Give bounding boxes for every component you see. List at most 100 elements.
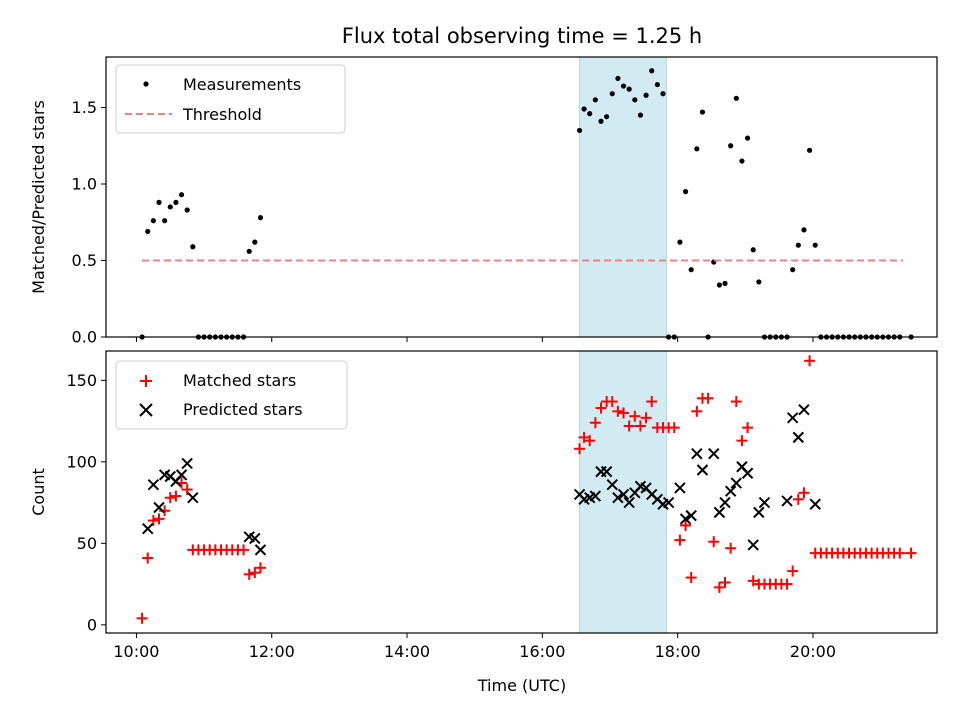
matched-stars-point [668, 422, 680, 434]
predicted-stars-point [600, 465, 613, 478]
measurements-point [739, 158, 745, 164]
measurements-point [750, 247, 756, 253]
measurements-point [178, 192, 185, 198]
x-tick-label: 16:00 [519, 642, 565, 661]
predicted-stars-point [708, 447, 720, 460]
predicted-stars-point [730, 477, 743, 489]
matched-stars-point [147, 515, 159, 527]
predicted-stars-point [696, 464, 709, 476]
matched-stars-point [736, 435, 748, 447]
predicted-stars-point [612, 491, 624, 504]
chart-title: Flux total observing time = 1.25 h [342, 24, 702, 48]
measurements-point [246, 248, 252, 254]
ratio-panel: 0.0 0.5 1.0 1.5 Matched/Predicted stars Mea… [29, 56, 938, 347]
matched-stars-point [153, 513, 165, 525]
measurements-point [801, 227, 807, 233]
legend-swatch-measurements [143, 81, 149, 87]
measurements-point [637, 112, 644, 118]
predicted-stars-point [753, 506, 765, 519]
measurements-point [598, 118, 604, 124]
predicted-stars-point [147, 478, 160, 491]
matched-stars-point [742, 422, 754, 434]
predicted-stars-point [249, 532, 261, 545]
measurements-point [576, 127, 583, 134]
measurements-point [744, 135, 751, 141]
measurements-point [604, 114, 610, 120]
measurements-point [581, 106, 587, 112]
matched-stars-point [584, 435, 596, 447]
x-tick-label: 20:00 [790, 642, 836, 661]
measurements-point [699, 109, 706, 115]
matched-stars-point [680, 519, 692, 531]
predicted-stars-point [617, 488, 630, 501]
count-axes-frame [105, 350, 938, 634]
predicted-stars-point [719, 496, 731, 509]
measurements-point [756, 279, 762, 285]
predicted-stars-point [623, 496, 635, 509]
measurements-point [184, 207, 190, 213]
ratio-axes-frame [105, 56, 938, 338]
matched-stars-point [164, 492, 176, 504]
measurements-point [728, 143, 734, 149]
predicted-stars-point [254, 544, 267, 556]
measurements-point [790, 267, 796, 273]
legend-label-threshold: Threshold [182, 105, 262, 124]
matched-stars-point [787, 565, 799, 577]
ratio-marks [139, 68, 914, 340]
measurements-point [806, 147, 813, 153]
matched-stars-point [685, 572, 697, 584]
matched-stars-point [792, 493, 804, 505]
y-tick-label: 100 [66, 452, 97, 471]
predicted-stars-point [674, 482, 686, 494]
predicted-stars-point [589, 490, 602, 502]
predicted-stars-point [691, 447, 703, 460]
predicted-stars-point [713, 506, 726, 519]
matched-stars-point [612, 405, 624, 417]
count-panel: 0 50 100 150 10:00 12:00 14:00 16:00 18:00 20:00… [29, 350, 938, 695]
matched-stars-point [640, 412, 652, 424]
matched-stars-point [634, 420, 646, 432]
predicted-stars-point [181, 457, 193, 470]
predicted-stars-point [187, 491, 199, 504]
y-tick-label: 150 [66, 371, 97, 390]
predicted-stars-point [741, 467, 754, 479]
measurements-point [156, 199, 162, 205]
matched-stars-point [589, 417, 601, 429]
matched-stars-point [719, 576, 731, 588]
predicted-stars-point [758, 496, 771, 509]
measurements-point [162, 218, 168, 224]
matched-stars-point [691, 405, 703, 417]
ratio-x-ticks [135, 337, 814, 342]
ratio-legend-box [115, 64, 346, 134]
matched-stars-point [578, 431, 590, 443]
count-marks [136, 355, 917, 624]
y-tick-label: 50 [77, 534, 97, 553]
predicted-stars-point [685, 509, 697, 522]
predicted-stars-point [606, 478, 618, 491]
measurements-point [615, 75, 621, 82]
matched-stars-point [181, 484, 193, 496]
matched-stars-point [606, 396, 618, 408]
predicted-stars-point [781, 495, 793, 507]
measurements-point [620, 83, 627, 89]
matched-stars-point [798, 487, 810, 499]
matched-stars-point [730, 396, 742, 408]
count-y-ticks: 0 50 100 150 [66, 371, 106, 634]
count-legend-box [115, 360, 348, 430]
measurements-point [694, 146, 700, 152]
matched-stars-point [254, 562, 266, 574]
count-x-ticks: 10:00 12:00 14:00 16:00 18:00 20:00 [113, 633, 836, 661]
measurements-point [257, 215, 264, 221]
predicted-stars-point [153, 501, 165, 514]
matched-stars-point [894, 547, 906, 559]
measurements-point [626, 86, 632, 92]
legend-label-measurements: Measurements [183, 75, 301, 94]
matched-stars-point [646, 396, 658, 408]
predicted-stars-point [679, 513, 692, 525]
matched-stars-point [905, 547, 917, 559]
measurements-point [812, 242, 818, 248]
ratio-legend: Measurements Threshold [115, 64, 346, 134]
ratio-y-axis-label: Matched/Predicted stars [29, 100, 48, 294]
measurements-point [660, 91, 666, 97]
